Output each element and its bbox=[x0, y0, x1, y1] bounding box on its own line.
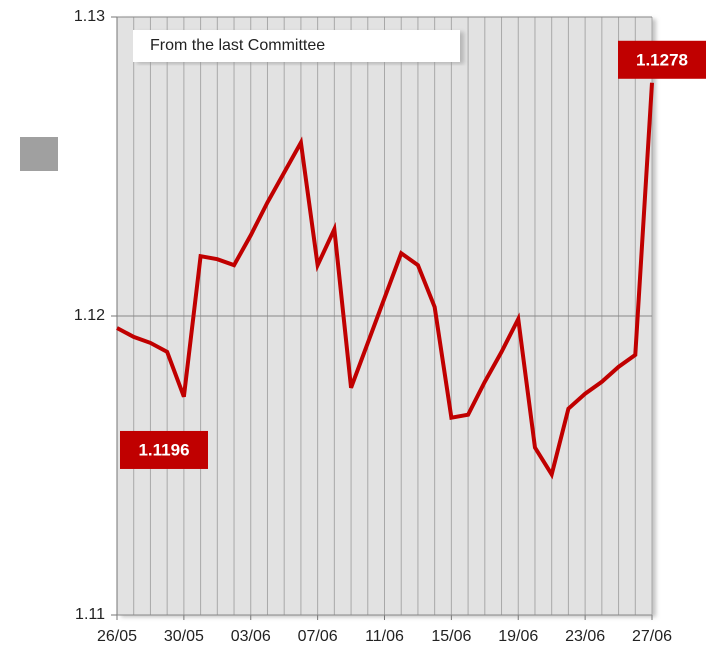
x-tick-label: 19/06 bbox=[498, 628, 538, 645]
marks bbox=[116, 40, 706, 480]
x-tick-label: 03/06 bbox=[231, 628, 271, 645]
category-grid bbox=[111, 16, 653, 620]
x-tick-label: 07/06 bbox=[298, 628, 338, 645]
x-tick-label: 26/05 bbox=[97, 628, 137, 645]
value-label-box bbox=[120, 430, 208, 469]
y-tick-label: 1.11 bbox=[75, 606, 105, 623]
annotation-box bbox=[133, 30, 460, 62]
x-tick-label: 27/06 bbox=[632, 628, 672, 645]
x-tick-label: 11/06 bbox=[365, 628, 404, 645]
value-label: 1.1278 bbox=[636, 50, 688, 69]
annotation: From the last Committee bbox=[150, 37, 325, 54]
x-tick-label: 30/05 bbox=[164, 628, 204, 645]
legend-swatch bbox=[20, 137, 58, 171]
y-tick-label: 1.13 bbox=[74, 8, 105, 25]
value-label: 1.1196 bbox=[138, 440, 189, 459]
x-tick-label: 15/06 bbox=[431, 628, 471, 645]
series-line bbox=[116, 82, 654, 480]
y-tick-label: 1.12 bbox=[74, 307, 105, 324]
value-label-box bbox=[618, 40, 706, 79]
x-tick-label: 23/06 bbox=[565, 628, 605, 645]
